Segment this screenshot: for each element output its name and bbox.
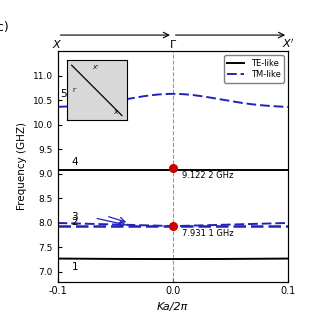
X-axis label: Ka/2π: Ka/2π [157, 302, 188, 312]
Text: 5: 5 [60, 89, 67, 99]
Text: 3: 3 [71, 212, 78, 222]
Text: 2: 2 [71, 217, 78, 227]
Text: 9.122 2 GHz: 9.122 2 GHz [182, 171, 233, 180]
Text: 1: 1 [71, 262, 78, 272]
Y-axis label: Frequency (GHZ): Frequency (GHZ) [17, 122, 27, 211]
Text: 4: 4 [71, 157, 78, 167]
Text: 7.931 1 GHz: 7.931 1 GHz [182, 229, 234, 238]
Legend: TE-like, TM-like: TE-like, TM-like [224, 55, 284, 83]
Text: (c): (c) [0, 21, 10, 34]
